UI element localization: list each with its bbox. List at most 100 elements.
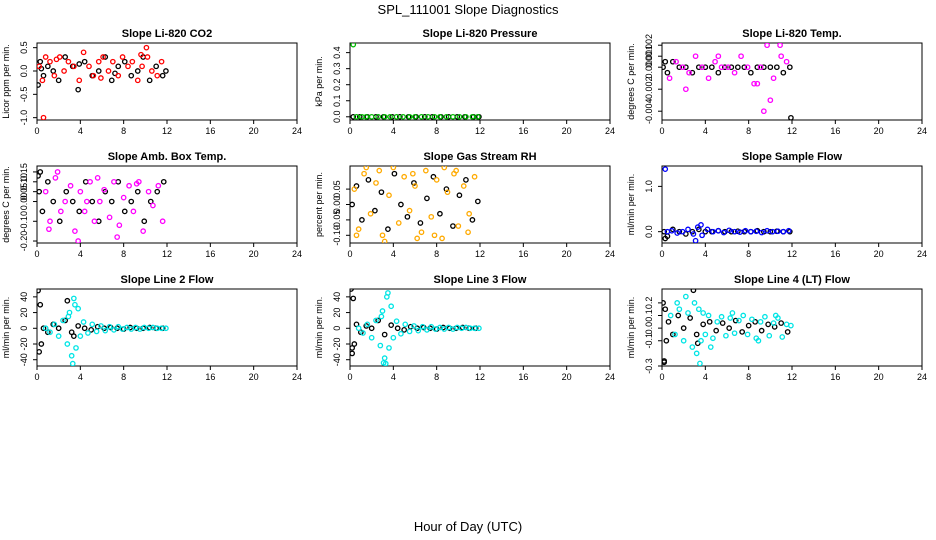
data-point-series-2: [680, 337, 687, 344]
y-tick-label: 20: [19, 308, 29, 318]
x-tick-label: 16: [205, 249, 215, 259]
data-point-series-2: [699, 64, 705, 71]
data-point-series-1: [758, 327, 765, 334]
plot-frame: [36, 165, 298, 244]
data-point-series-2: [778, 53, 785, 60]
data-point-series-1: [378, 189, 385, 196]
data-point-series-1: [702, 64, 709, 71]
y-tick-label: 0.1: [644, 309, 654, 322]
y-axis-label: ml/min per min.: [626, 297, 636, 359]
data-point-series-1: [767, 64, 774, 71]
data-point-series-1: [747, 69, 754, 76]
y-tick-label: -0.1: [644, 333, 654, 349]
y-tick-label: -0.20: [19, 231, 29, 252]
data-point-series-1: [134, 68, 141, 74]
data-point-series-2: [376, 167, 383, 174]
data-point-series-1: [44, 63, 51, 70]
y-tick-label: 40: [332, 292, 342, 302]
data-point-series-2: [73, 345, 79, 351]
data-point-series-2: [72, 301, 78, 308]
data-point-series-1: [385, 226, 391, 232]
x-tick-label: 0: [659, 372, 664, 382]
data-point-series-2: [75, 305, 82, 312]
data-point-series-1: [424, 195, 430, 202]
data-point-series-2: [738, 53, 744, 60]
data-point-series-2: [779, 334, 786, 340]
data-point-series-2: [770, 75, 777, 82]
y-tick-label: 0.0: [332, 111, 342, 124]
data-point-series-2: [718, 64, 725, 71]
panel-1: Slope Li-820 CO2 0 4 8 12 16 20 24 -1.0 -0.5 0.0 0.…: [1, 28, 302, 136]
data-point-series-2: [744, 64, 751, 71]
data-point-series-1: [64, 297, 71, 304]
y-tick-label: 0.000: [644, 56, 654, 79]
data-point-series-2: [777, 43, 783, 49]
x-tick-label: 20: [249, 249, 259, 259]
data-point-series-1: [715, 69, 722, 76]
data-point-series-2: [736, 317, 742, 324]
data-point-series-1: [39, 208, 46, 215]
data-point-series-2: [672, 331, 678, 338]
x-tick-label: 4: [391, 372, 396, 382]
x-tick-label: 12: [475, 372, 485, 382]
data-point-series-2: [679, 228, 686, 235]
data-point-series-2: [460, 183, 467, 189]
panel-title: Slope Gas Stream RH: [423, 151, 536, 163]
data-point-series-2: [770, 320, 777, 326]
data-point-series-2: [363, 113, 370, 120]
data-point-series-1: [469, 217, 476, 223]
data-point-series-1: [160, 178, 167, 185]
data-point-series-2: [385, 290, 391, 296]
x-tick-label: 8: [434, 249, 439, 259]
data-point-series-2: [685, 226, 691, 233]
data-point-series-2: [695, 306, 702, 313]
data-point-series-2: [39, 77, 46, 84]
data-point-series-2: [412, 183, 418, 189]
panel-8: Slope Line 3 Flow 0 4 8 12 16 20 24 -40 -20 0 20 40 m…: [314, 274, 615, 382]
data-point-series-2: [68, 352, 75, 359]
x-tick-label: 8: [121, 249, 126, 259]
data-point-series-1: [669, 58, 676, 65]
data-point-series-2: [355, 325, 362, 332]
y-tick-label: 0.0: [644, 322, 654, 335]
data-point-series-2: [129, 58, 136, 65]
data-point-series-1: [50, 198, 57, 205]
data-point-series-1: [63, 188, 70, 195]
data-point-series-2: [133, 180, 140, 187]
x-tick-label: 24: [917, 249, 927, 259]
data-point-series-2: [353, 113, 360, 120]
plot-frame: [349, 288, 611, 367]
data-point-series-2: [70, 63, 77, 70]
x-tick-label: 16: [518, 372, 528, 382]
y-axis-label: degrees C per min.: [626, 43, 636, 120]
data-point-series-2: [682, 86, 689, 93]
data-point-series-2: [780, 228, 787, 235]
data-point-series-2: [400, 113, 406, 120]
data-point-series-1: [456, 192, 463, 199]
data-point-series-2: [441, 166, 448, 171]
data-point-series-2: [381, 355, 388, 361]
data-point-series-2: [704, 226, 711, 233]
data-point-series-2: [381, 113, 388, 120]
data-point-series-2: [98, 75, 104, 81]
y-tick-label: 40: [19, 292, 29, 302]
data-point-series-2: [740, 312, 747, 319]
data-point-series-1: [121, 58, 128, 65]
y-tick-label: -40: [19, 353, 29, 366]
data-point-series-2: [47, 329, 53, 336]
data-point-series-2: [662, 166, 669, 173]
y-tick-label: -0.10: [19, 211, 29, 232]
y-tick-label: 0.00: [19, 193, 29, 211]
x-tick-label: 4: [703, 126, 708, 136]
data-point-series-2: [715, 53, 722, 60]
x-tick-label: 24: [292, 249, 302, 259]
data-point-series-1: [669, 331, 676, 338]
data-point-series-2: [90, 72, 97, 79]
data-points: [350, 43, 482, 120]
x-tick-label: 8: [434, 372, 439, 382]
x-tick-label: 16: [830, 249, 840, 259]
data-point-series-1: [689, 69, 696, 76]
data-point-series-1: [721, 64, 728, 71]
data-point-series-2: [119, 54, 126, 60]
y-tick-label: 0: [19, 326, 29, 331]
